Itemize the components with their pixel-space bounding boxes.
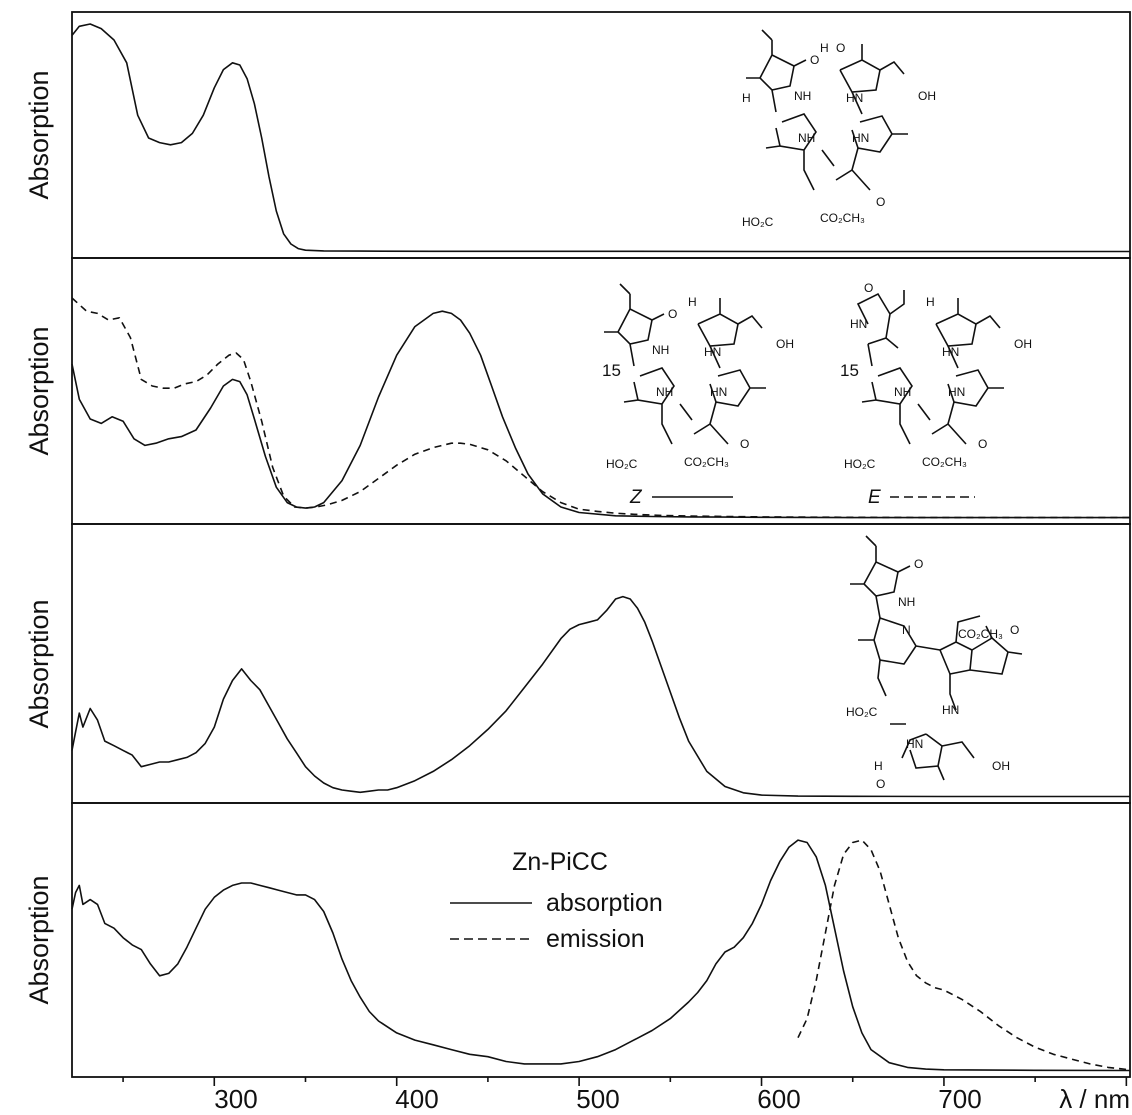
chem-nh-e2: NH [894,385,911,399]
chem-co2ch3-z: CO₂CH₃ [684,455,729,469]
panel-3-ylabel: Absorption [24,599,54,728]
chem-ho2c-z: HO₂C [606,457,638,471]
chem-o-e1: O [864,281,873,295]
chem-o-p3c: O [876,777,885,791]
panel-2-frame [71,257,1131,525]
chem-15-z: 15 [602,361,621,380]
chem-hn-e2: HN [948,385,965,399]
panel-2-ylabel: Absorption [24,326,54,455]
x-tick-label-500: 500 [576,1084,619,1114]
panel-frames [71,11,1131,1078]
chem-oh-p3: OH [992,759,1010,773]
chem-hn-2: HN [852,131,869,145]
isomer-e-label: E [868,487,881,508]
chem-o-z3: O [740,437,749,451]
panel-2-series-dashed [71,297,1130,519]
chem-n-p3: N [902,623,911,637]
chem-ho2c-p3: HO₂C [846,705,878,719]
chem-o-p3a: O [914,557,923,571]
chem-o-z1: O [668,307,677,321]
chem-h-e1: H [926,295,935,309]
x-tick-label-600: 600 [757,1084,800,1114]
chem-ho2c-e: HO₂C [844,457,876,471]
chem-nh-z2: NH [656,385,673,399]
chem-hn-e1: HN [942,345,959,359]
chem-oh-z1: OH [776,337,794,351]
structure-panel-2-z: 15 O NH H HN OH NH HN O HO₂C CO₂CH₃ [602,283,794,471]
chem-co2ch3-p3: CO₂CH₃ [958,627,1003,641]
panel-4-title: Zn-PiCC [512,848,608,876]
chem-ho2c-1: HO₂C [742,215,774,229]
x-tick-label-300: 300 [214,1084,257,1114]
chem-h-z1: H [688,295,697,309]
panel-4-ylabel: Absorption [24,875,54,1004]
panel-1-frame [71,11,1131,259]
panel-4-legend: Zn-PiCC absorption emission [450,848,663,953]
panel-2-isomer-legend: Z E [629,487,975,508]
x-axis-ticks [122,1077,1128,1086]
chem-oh-1: OH [918,89,936,103]
x-tick-label-400: 400 [395,1084,438,1114]
chem-hn-1: HN [846,91,863,105]
legend-emission-label: emission [546,925,645,953]
panel-3-series-solid [71,595,1130,798]
legend-absorption-label: absorption [546,889,663,917]
panel-4-series-absorption [71,839,1131,1072]
chem-nh-p3a: NH [898,595,915,609]
chem-hn-p3b: HN [906,737,923,751]
chem-15-e: 15 [840,361,859,380]
chem-o-2: O [836,41,845,55]
chem-h-2: H [820,41,829,55]
chem-o-3: O [876,195,885,209]
structure-panel-2-e: 15 O HN H HN OH NH HN O HO₂C CO₂CH₃ [840,281,1032,471]
chem-oh-e1: OH [1014,337,1032,351]
chem-co2ch3-e: CO₂CH₃ [922,455,967,469]
structure-panel-3: O NH N CO₂CH₃ O HO₂C HN H HN OH O [846,535,1023,791]
isomer-z-label: Z [629,487,643,508]
chem-co2ch3-1: CO₂CH₃ [820,211,865,225]
chem-hn-z2: HN [710,385,727,399]
chem-hn-e0: HN [850,317,867,331]
chem-nh-1: NH [794,89,811,103]
chem-h-1: H [742,91,751,105]
panel-4-frame [71,802,1131,1078]
panel-1-series-solid [71,23,1130,253]
chem-o-1: O [810,53,819,67]
panel-1-ylabel: Absorption [24,70,54,199]
panel-2-series-solid [71,310,1130,519]
spectra-curves [71,23,1131,1072]
x-tick-label-700: 700 [938,1084,981,1114]
chem-hn-p3a: HN [942,703,959,717]
chem-hn-z1: HN [704,345,721,359]
chem-nh-z1: NH [652,343,669,357]
x-axis-unit-label: λ / nm [1059,1084,1130,1114]
chem-h-p3: H [874,759,883,773]
chem-o-p3b: O [1010,623,1019,637]
chem-o-e3: O [978,437,987,451]
chem-nh-2: NH [798,131,815,145]
panel-4-series-emission [797,839,1131,1071]
structure-panel-1: O NH H H O HN OH NH HN O HO₂C CO₂CH₃ [742,29,936,229]
